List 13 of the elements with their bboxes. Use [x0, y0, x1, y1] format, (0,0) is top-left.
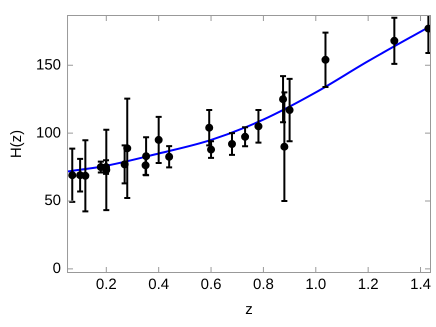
x-tick-label: 0.2 — [96, 276, 117, 294]
x-tick-label: 0.8 — [252, 276, 274, 294]
x-tick-label: 0.4 — [148, 276, 170, 294]
y-tick-label: 100 — [36, 124, 62, 142]
x-tick-label: 1.0 — [305, 276, 326, 294]
y-tick-label: 0 — [52, 260, 62, 278]
y-tick-label: 50 — [44, 192, 62, 210]
x-tick-label: 1.4 — [410, 276, 431, 294]
y-tick-label: 150 — [36, 56, 62, 74]
x-tick-label: 1.2 — [358, 276, 379, 294]
x-axis-title: z — [245, 301, 253, 318]
y-axis-title: H(z) — [8, 130, 26, 158]
x-tick-label: 0.6 — [200, 276, 222, 294]
